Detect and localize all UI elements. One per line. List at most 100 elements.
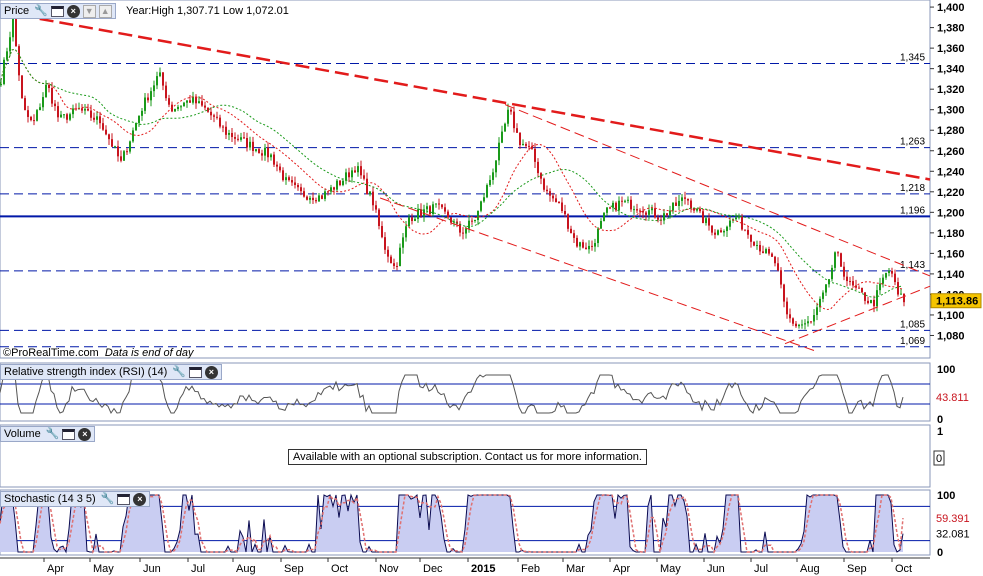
time-tick-label: Sep xyxy=(847,563,867,575)
candle-body xyxy=(231,132,233,138)
maximize-icon[interactable] xyxy=(188,366,202,378)
candle-body xyxy=(792,318,794,324)
price-tick-label: 1,240 xyxy=(937,166,965,178)
subscription-notice[interactable]: Available with an optional subscription.… xyxy=(288,449,647,465)
time-tick-label: Nov xyxy=(379,563,399,575)
wrench-icon[interactable]: 🔧 xyxy=(34,4,48,17)
candle-body xyxy=(891,270,893,274)
candle-body xyxy=(141,110,143,116)
candle-body xyxy=(522,143,524,146)
time-tick-label: Dec xyxy=(423,563,443,575)
maximize-icon[interactable] xyxy=(62,428,76,440)
close-icon[interactable]: × xyxy=(204,365,218,379)
time-tick-label: 2015 xyxy=(471,563,495,575)
candle-body xyxy=(18,46,20,76)
move-up-icon[interactable]: ▲ xyxy=(98,4,112,18)
price-tick-label: 1,380 xyxy=(937,23,965,35)
candle-body xyxy=(42,97,44,108)
candle-body xyxy=(840,253,842,267)
candle-body xyxy=(189,100,191,103)
candle-body xyxy=(843,266,845,277)
candle-body xyxy=(381,226,383,238)
close-icon[interactable]: × xyxy=(133,492,147,506)
candle-body xyxy=(795,323,797,327)
candle-body xyxy=(237,138,239,140)
candle-body xyxy=(261,153,263,156)
move-down-icon[interactable]: ▼ xyxy=(82,4,96,18)
candle-body xyxy=(138,115,140,123)
candle-body xyxy=(738,216,740,218)
candle-body xyxy=(525,143,527,146)
candle-body xyxy=(564,211,566,215)
wrench-icon[interactable]: 🔧 xyxy=(172,365,186,378)
candle-body xyxy=(645,212,647,215)
close-icon[interactable]: × xyxy=(78,427,92,441)
candle-body xyxy=(543,178,545,190)
candle-body xyxy=(60,114,62,118)
year-high-low: Year:High 1,307.71 Low 1,072.01 xyxy=(126,5,289,17)
candle-body xyxy=(630,199,632,210)
candle-body xyxy=(156,76,158,86)
candle-body xyxy=(633,209,635,211)
candle-body xyxy=(312,197,314,201)
candle-body xyxy=(162,72,164,86)
candle-body xyxy=(297,184,299,188)
candle-body xyxy=(594,243,596,247)
level-label: 1,143 xyxy=(900,260,925,271)
candle-body xyxy=(846,276,848,282)
stochastic-tick-label: 0 xyxy=(937,547,943,559)
candle-body xyxy=(492,172,494,180)
candle-body xyxy=(789,314,791,319)
candle-body xyxy=(759,245,761,252)
candle-body xyxy=(366,178,368,195)
candle-body xyxy=(324,191,326,199)
candle-body xyxy=(246,138,248,148)
price-tick-label: 1,260 xyxy=(937,146,965,158)
candle-body xyxy=(279,166,281,171)
candle-body xyxy=(198,101,200,104)
moving-average-short xyxy=(0,48,904,311)
candle-body xyxy=(696,208,698,211)
candle-body xyxy=(27,110,29,117)
candle-body xyxy=(96,116,98,120)
candle-body xyxy=(684,197,686,199)
candle-body xyxy=(615,202,617,211)
candle-body xyxy=(801,324,803,326)
price-tick-label: 1,360 xyxy=(937,43,965,55)
candle-body xyxy=(249,141,251,148)
candle-body xyxy=(663,213,665,221)
candle-body xyxy=(336,180,338,190)
candle-body xyxy=(417,209,419,219)
candle-body xyxy=(183,102,185,107)
maximize-icon[interactable] xyxy=(50,5,64,17)
candle-body xyxy=(192,96,194,103)
last-price-tag xyxy=(930,293,982,309)
maximize-icon[interactable] xyxy=(117,493,131,505)
candle-body xyxy=(693,208,695,211)
end-of-day-note: Data is end of day xyxy=(104,347,194,359)
time-tick-label: Aug xyxy=(236,563,256,575)
support-uptrend-line xyxy=(784,285,931,345)
candle-body xyxy=(639,210,641,212)
wrench-icon[interactable]: 🔧 xyxy=(100,492,115,505)
candle-body xyxy=(570,228,572,234)
candle-body xyxy=(585,247,587,250)
channel-lower-line xyxy=(379,197,816,352)
candle-body xyxy=(3,59,5,85)
close-icon[interactable]: × xyxy=(66,4,80,18)
candle-body xyxy=(588,245,590,250)
candle-body xyxy=(756,245,758,247)
candle-body xyxy=(243,137,245,139)
wrench-icon[interactable]: 🔧 xyxy=(45,427,60,440)
price-tick-label: 1,080 xyxy=(937,330,965,342)
price-tick-label: 1,140 xyxy=(937,269,965,281)
candle-body xyxy=(132,130,134,142)
candle-body xyxy=(315,200,317,202)
candle-body xyxy=(741,216,743,230)
candle-body xyxy=(87,108,89,111)
candle-body xyxy=(480,201,482,211)
candle-body xyxy=(555,198,557,202)
candle-body xyxy=(894,273,896,283)
candle-body xyxy=(213,115,215,117)
